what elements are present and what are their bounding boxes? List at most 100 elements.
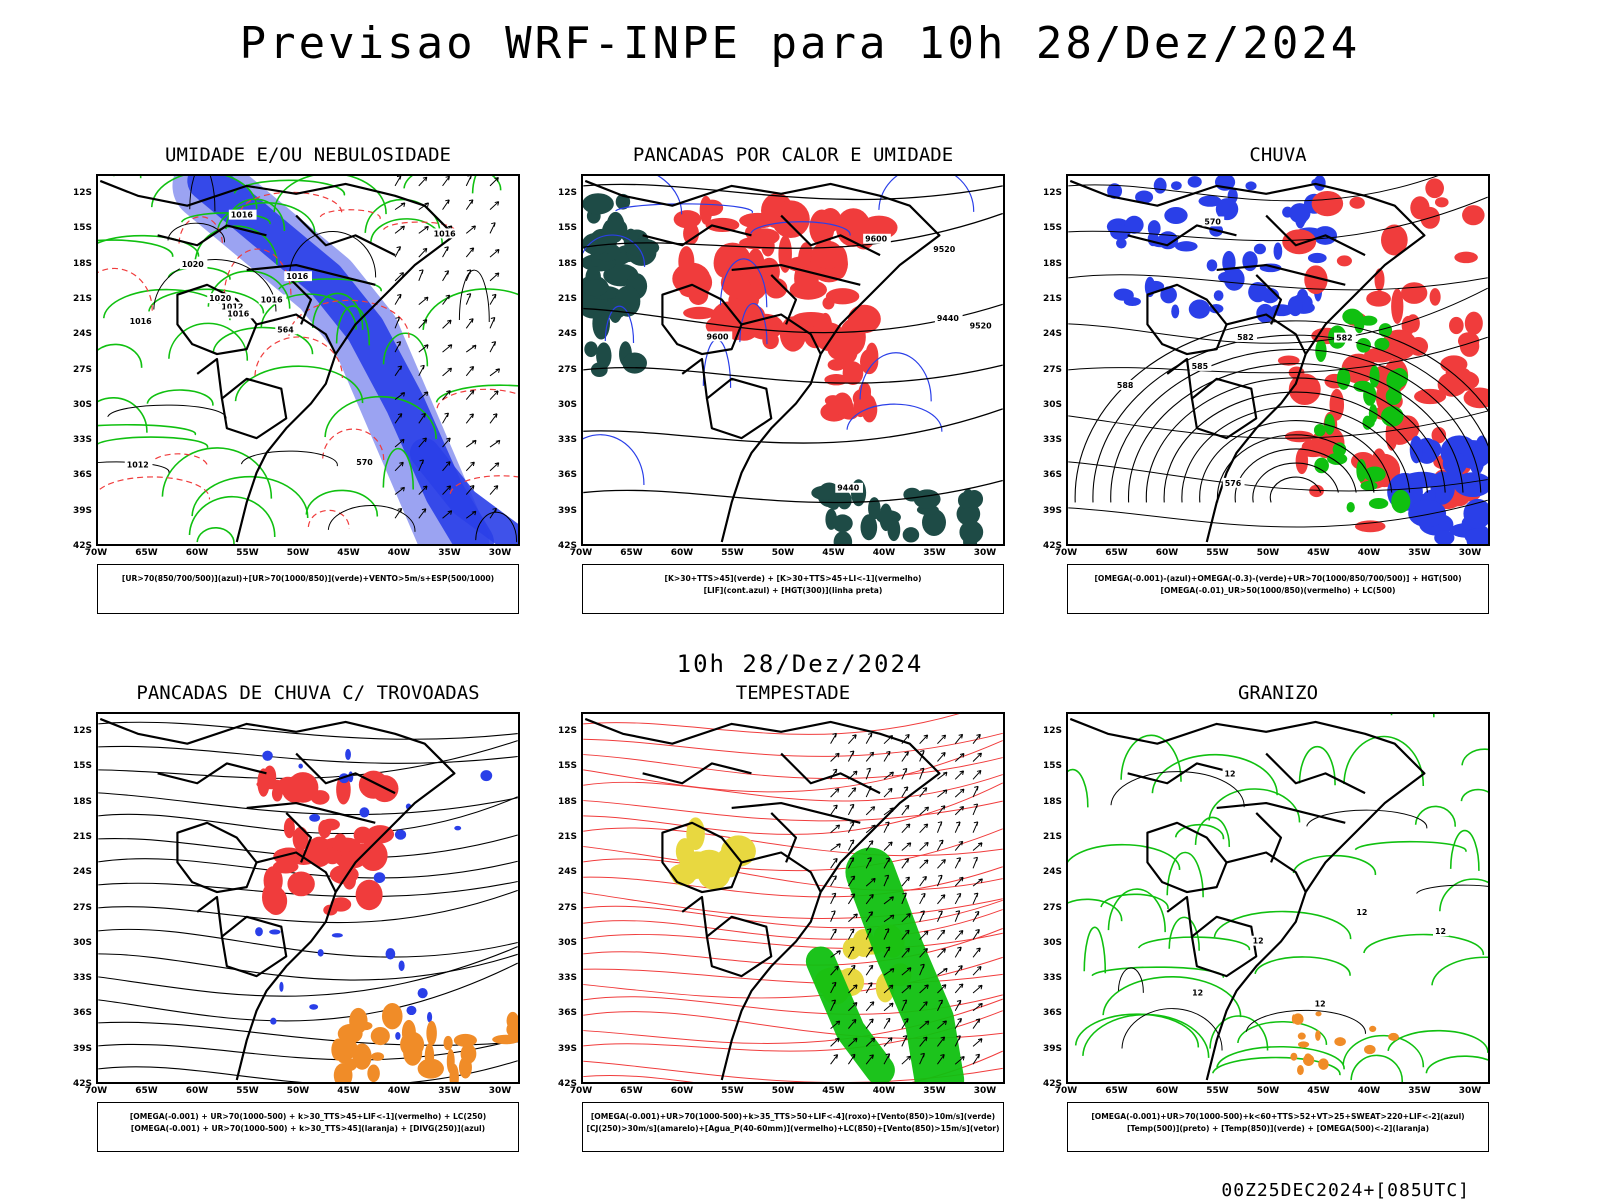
wind-arrow [442, 176, 451, 187]
tts-green-2-cell [902, 527, 920, 543]
lat-tick-label: 36S [557, 470, 577, 481]
wind-arrow [442, 510, 453, 519]
lat-tick-label: 30S [1042, 399, 1062, 410]
wind-arrow [465, 176, 472, 187]
rain-red-cell [1366, 290, 1391, 307]
wind-arrow [883, 771, 894, 780]
wind-arrow [919, 859, 929, 869]
li-red-cell [779, 316, 807, 352]
lat-tick-label: 33S [72, 435, 92, 446]
contour-label-bg [1312, 998, 1329, 1009]
lif-blue-line [615, 203, 754, 214]
border-line [1166, 357, 1194, 399]
omega500-orange-cell [1297, 1032, 1306, 1040]
wind-arrow [937, 734, 947, 745]
wind-arrow [937, 1054, 945, 1065]
humidity-low-green-line [311, 292, 364, 330]
wind-arrow [901, 876, 910, 887]
wind-arrow [418, 459, 424, 471]
lc850-red-line [583, 899, 1003, 929]
wind-arrow [489, 462, 500, 472]
wind-arrow [465, 389, 475, 400]
contour-label-bg [284, 271, 312, 282]
hgt500-black-line [1092, 334, 1488, 503]
wind-arrow [394, 341, 402, 353]
wind-arrow [489, 177, 499, 187]
wind-arrow [394, 365, 403, 377]
li-red-2-cell [861, 396, 878, 423]
lon-tick-label: 70W [84, 548, 108, 558]
wind-arrow [848, 1037, 858, 1047]
divg-blue-cell [345, 748, 351, 761]
hgt300-black-line [583, 183, 1003, 201]
lat-tick-label: 12S [1042, 188, 1062, 198]
wind-arrow [883, 1053, 891, 1065]
wind-arrow [972, 752, 982, 762]
wind-arrow [954, 770, 965, 780]
wind-arrow [937, 752, 946, 762]
wind-arrow [865, 767, 872, 780]
rain-red-cell [1414, 388, 1447, 405]
wind-arrow [901, 786, 909, 798]
wind-arrow [847, 875, 856, 887]
tts-green-2-cell [833, 531, 853, 544]
wind-arrow [847, 928, 855, 940]
wind-arrow [394, 176, 402, 187]
lif-blue-line [859, 352, 932, 402]
wind-arrow [972, 892, 979, 905]
omega-blue-cell [1223, 267, 1245, 291]
lon-tick-label: 45W [337, 1086, 360, 1096]
li-red-2-cell [832, 397, 854, 416]
wind-arrow [901, 751, 909, 762]
wind-arrow [830, 858, 838, 869]
lat-tick-label: 12S [557, 188, 577, 198]
rain-red-cell [1464, 311, 1483, 335]
thunder-red-cell [331, 837, 357, 852]
wind-arrow [901, 929, 910, 940]
wind-arrow [972, 910, 980, 922]
wind-arrow [954, 876, 964, 887]
lon-tick-label: 30W [488, 548, 512, 558]
omega-blue-cell [1273, 242, 1283, 260]
temp850-green-line [1460, 788, 1488, 802]
border-line [220, 377, 288, 440]
temp850-green-line [1292, 854, 1377, 876]
lc250-streamlines-line [98, 946, 518, 997]
wind-arrow [901, 804, 910, 816]
omega500-orange-cell [1334, 1037, 1346, 1047]
wind-arrow [972, 733, 981, 744]
li-red-cell [825, 288, 860, 305]
thunder-red-cell [257, 768, 270, 797]
humidity-low-green-line [273, 176, 387, 215]
divg-blue-cell [359, 807, 370, 818]
omega-blue-cell [1187, 176, 1202, 188]
thunder-orange-cell [426, 1020, 437, 1046]
omega-green-cell [1363, 384, 1377, 406]
lon-tick-label: 50W [286, 1086, 310, 1096]
li-red-cell [705, 217, 740, 232]
wind-arrow [848, 984, 858, 994]
wind-arrow [936, 839, 944, 851]
hgt500-black-line [1145, 377, 1446, 503]
border-line [295, 214, 396, 257]
contour-label-bg [258, 294, 287, 305]
temp500-black [1110, 771, 1488, 1051]
wind-arrow [830, 768, 838, 780]
omega-blue-2-cell [1464, 528, 1488, 544]
wind-arrow [465, 247, 475, 258]
thunder-red-cell [263, 866, 283, 896]
lon-tick-label: 45W [822, 1086, 845, 1096]
omega-blue-cell [1153, 177, 1167, 194]
wind-arrow [465, 344, 477, 353]
lon-tick-label: 35W [438, 548, 461, 558]
humidity-low-green-line [278, 278, 382, 292]
li-red-cell [683, 306, 716, 320]
wind-arrow [937, 859, 946, 869]
map-plot: 585 582 576 570 582 588 [1066, 174, 1490, 546]
temp850-green-line [1414, 805, 1457, 827]
omega-blue-cell [1110, 224, 1131, 241]
hgt500-black-line [1269, 476, 1322, 503]
lat-tick-label: 24S [557, 329, 577, 340]
lon-tick-label: 65W [620, 548, 643, 558]
wind-arrow [418, 437, 427, 448]
